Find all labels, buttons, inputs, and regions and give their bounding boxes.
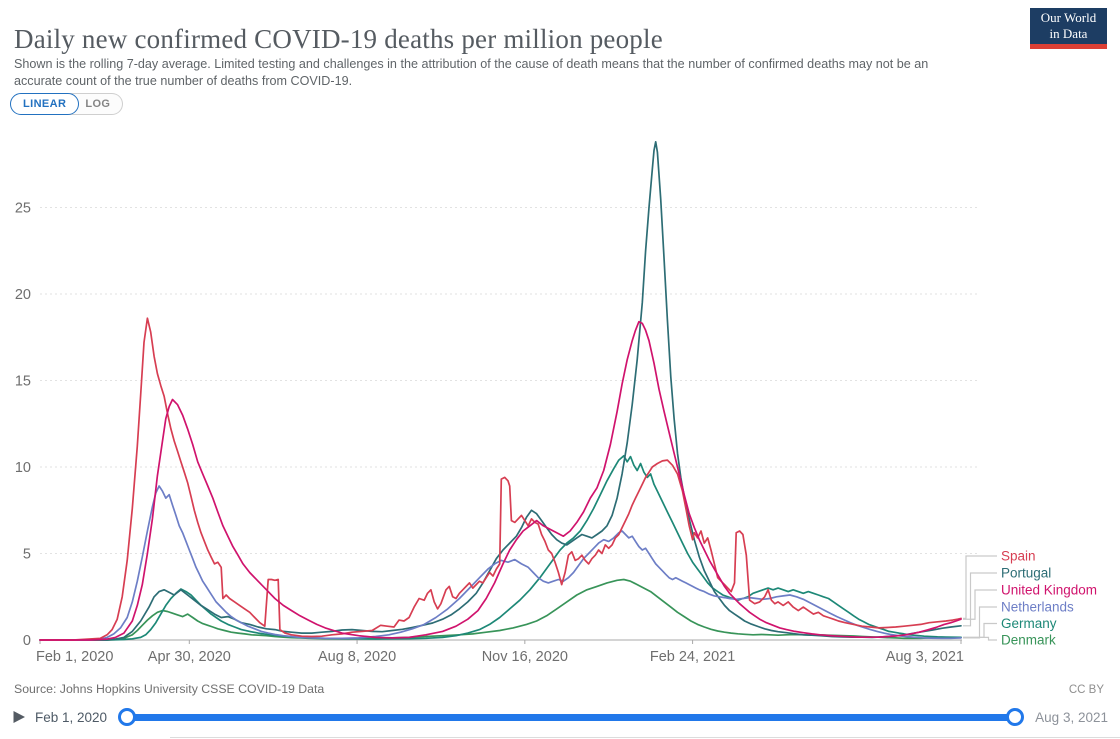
log-scale-button[interactable]: LOG [69,93,124,115]
timeline-start-label: Feb 1, 2020 [35,709,108,725]
y-tick-label-15: 15 [15,374,31,390]
chart-subtitle: Shown is the rolling 7-day average. Limi… [14,56,929,88]
legend-connector-spain [963,555,997,619]
owid-logo-line1: Our World [1040,9,1097,25]
line-chart[interactable]: 0 5 10 15 20 25 Feb 1, 2020 Apr 30, 2020 Aug 8, … [0,130,1120,676]
legend-item-spain[interactable]: Spain [1001,549,1036,564]
legend-connector-denmark [963,636,997,641]
bottom-divider [170,737,1120,738]
y-tick-label-20: 20 [15,287,31,303]
legend-connector-netherlands [963,606,997,639]
x-tick-label: Apr 30, 2020 [148,649,231,665]
series-line-germany[interactable] [39,454,962,641]
owid-logo-redbar [1030,44,1107,49]
owid-logo-line2: in Data [1049,26,1088,41]
legend-item-denmark[interactable]: Denmark [1001,633,1056,648]
timeline-handle-end[interactable] [1006,708,1025,726]
scale-toggle: LINEAR LOG [10,93,124,115]
y-tick-label-25: 25 [15,201,31,217]
play-icon[interactable] [12,710,26,724]
source-note: Source: Johns Hopkins University CSSE CO… [14,682,325,696]
y-tick-label-5: 5 [23,547,31,563]
owid-logo[interactable]: Our World in Data [1030,8,1107,49]
page-title: Daily new confirmed COVID-19 deaths per … [14,24,663,55]
series-line-united-kingdom[interactable] [39,320,962,641]
x-tick-label: Feb 1, 2020 [36,649,113,665]
series-line-netherlands[interactable] [39,485,962,641]
legend-item-united-kingdom[interactable]: United Kingdom [1001,583,1097,598]
x-tick-label: Nov 16, 2020 [482,649,568,665]
legend-item-germany[interactable]: Germany [1001,616,1057,631]
series-line-spain[interactable] [39,317,962,641]
x-tick-label: Aug 8, 2020 [318,649,396,665]
timeline-end-label: Aug 3, 2021 [1035,709,1108,725]
legend-connector-portugal [963,572,997,627]
timeline-slider[interactable] [118,708,1025,726]
timeline-control: Feb 1, 2020 Aug 3, 2021 [12,702,1108,732]
license-link[interactable]: CC BY [1068,684,1104,696]
chart-canvas[interactable]: 0 5 10 15 20 25 Feb 1, 2020 Apr 30, 2020 Aug 8, … [0,130,1120,676]
series-line-portugal[interactable] [39,140,962,641]
legend-item-netherlands[interactable]: Netherlands [1001,600,1074,615]
timeline-handle-start[interactable] [118,708,137,726]
legend-connector-united-kingdom [963,589,997,620]
linear-scale-button[interactable]: LINEAR [10,93,80,115]
y-tick-label-10: 10 [15,460,31,476]
x-tick-label: Feb 24, 2021 [650,649,735,665]
y-tick-label-0: 0 [23,633,31,649]
timeline-track[interactable] [125,713,1018,721]
x-tick-label: Aug 3, 2021 [886,649,964,665]
legend-item-portugal[interactable]: Portugal [1001,566,1051,581]
owid-logo-text: Our World in Data [1030,8,1107,44]
